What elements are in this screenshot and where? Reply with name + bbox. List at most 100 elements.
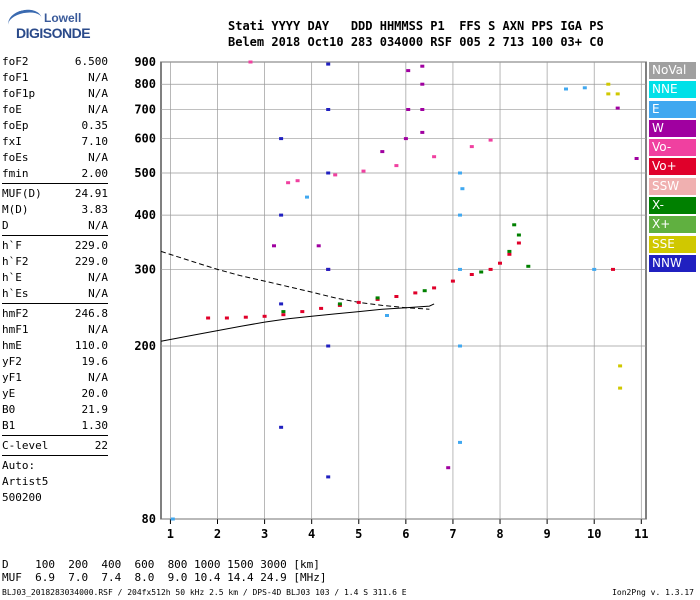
- echo-point-x: [512, 223, 517, 227]
- param-name: h`F: [2, 239, 22, 252]
- param-value: N/A: [88, 323, 108, 336]
- param-row: Artist5: [2, 474, 108, 490]
- param-name: foF1: [2, 71, 29, 84]
- param-row: hmF2 246.8: [2, 306, 108, 322]
- echo-point-sse: [618, 386, 623, 390]
- param-name: C-level: [2, 439, 49, 452]
- echo-point-e: [458, 344, 462, 348]
- echo-point-w: [316, 244, 321, 248]
- echo-point-vo: [394, 164, 399, 168]
- param-value: N/A: [88, 371, 108, 384]
- param-name: B1: [2, 419, 16, 432]
- echo-point-w: [406, 108, 411, 111]
- x-tick-label: 4: [308, 527, 315, 541]
- echo-point-sse: [615, 92, 620, 96]
- y-tick-label: 300: [134, 262, 156, 276]
- echo-point-nnw: [279, 425, 284, 429]
- echo-point-sse: [606, 82, 611, 86]
- echo-point-w: [380, 150, 385, 154]
- echo-point-vo: [498, 261, 502, 265]
- param-name: Auto:: [2, 459, 36, 472]
- param-value: 24.91: [74, 187, 108, 200]
- echo-point-nnw: [326, 475, 331, 479]
- param-value: N/A: [88, 151, 108, 164]
- param-value: 19.6: [81, 355, 109, 368]
- echo-point-w: [446, 466, 451, 470]
- y-tick-label: 900: [134, 55, 156, 69]
- echo-point-vo: [243, 315, 248, 319]
- param-row: foEp 0.35: [2, 118, 108, 134]
- echo-point-e: [385, 314, 389, 317]
- param-name: foE: [2, 103, 22, 116]
- legend-item: NNW: [649, 254, 696, 272]
- echo-point-e: [592, 267, 597, 271]
- echo-point-vo: [333, 173, 338, 177]
- echo-point-vo: [394, 295, 399, 298]
- echo-point-w: [615, 106, 620, 110]
- legend-item: NoVal: [649, 62, 696, 79]
- echo-point-w: [420, 108, 425, 111]
- echo-point-e: [460, 187, 465, 191]
- param-name: fxI: [2, 135, 22, 148]
- echo-point-x: [507, 249, 512, 253]
- param-row: MUF(D) 24.91: [2, 186, 108, 202]
- param-name: fmin: [2, 167, 29, 180]
- param-value: 22: [94, 439, 108, 452]
- echo-point-x: [479, 270, 484, 274]
- echo-point-nnw: [326, 171, 331, 175]
- param-value: 2.00: [81, 167, 109, 180]
- param-row: h`F 229.0: [2, 238, 108, 254]
- param-value: 229.0: [74, 239, 108, 252]
- x-tick-label: 3: [261, 527, 268, 541]
- param-name: foEp: [2, 119, 29, 132]
- echo-point-vo: [319, 306, 324, 310]
- param-row: foE N/A: [2, 102, 108, 118]
- param-row: yF1 N/A: [2, 370, 108, 386]
- param-separator: [2, 455, 108, 456]
- param-row: D N/A: [2, 218, 108, 234]
- echo-point-e: [170, 517, 175, 521]
- legend-item: E: [649, 100, 696, 118]
- echo-point-sse: [618, 364, 623, 368]
- param-value: N/A: [88, 87, 108, 100]
- y-tick-label: 800: [134, 77, 156, 91]
- echo-point-vo: [206, 316, 211, 320]
- param-row: fmin 2.00: [2, 166, 108, 182]
- echo-point-nnw: [279, 213, 284, 217]
- legend-item: X-: [649, 197, 696, 215]
- param-row: foF2 6.500: [2, 54, 108, 70]
- echo-point-e: [305, 195, 309, 199]
- param-value: N/A: [88, 287, 108, 300]
- echo-point-nnw: [279, 302, 284, 306]
- param-row: h`E N/A: [2, 270, 108, 286]
- x-tick-label: 6: [402, 527, 409, 541]
- echo-point-x: [281, 310, 286, 314]
- solid-profile-curve: [160, 303, 435, 342]
- legend-item: X+: [649, 216, 696, 234]
- param-name: yF2: [2, 355, 22, 368]
- param-value: 6.500: [74, 55, 108, 68]
- dashed-profile-curve: [160, 250, 430, 310]
- param-row: Auto:: [2, 458, 108, 474]
- param-row: 500200: [2, 490, 108, 506]
- legend-item: SSE: [649, 235, 696, 253]
- x-tick-label: 11: [634, 527, 648, 541]
- echo-point-vo: [488, 267, 493, 271]
- echo-point-e: [458, 440, 462, 444]
- echo-point-vo: [262, 314, 267, 318]
- y-tick-label: 200: [134, 339, 156, 353]
- param-row: C-level 22: [2, 438, 108, 454]
- echo-point-vo: [224, 316, 229, 320]
- scaled-parameters-panel: foF2 6.500 foF1 N/A foF1p N/A foE N/A foEp 0.35 fx…: [2, 54, 108, 506]
- param-value: 246.8: [74, 307, 108, 320]
- echo-point-nnw: [326, 267, 331, 271]
- legend-item: Vo-: [649, 139, 696, 157]
- y-tick-label: 80: [142, 512, 156, 526]
- muf-distance-row: D 100 200 400 600 800 1000 1500 3000 [km…: [2, 558, 320, 571]
- param-value: 21.9: [81, 403, 109, 416]
- echo-point-sse: [606, 92, 611, 96]
- param-value: N/A: [88, 271, 108, 284]
- param-name: Artist5: [2, 475, 49, 488]
- echo-point-vo: [356, 300, 361, 304]
